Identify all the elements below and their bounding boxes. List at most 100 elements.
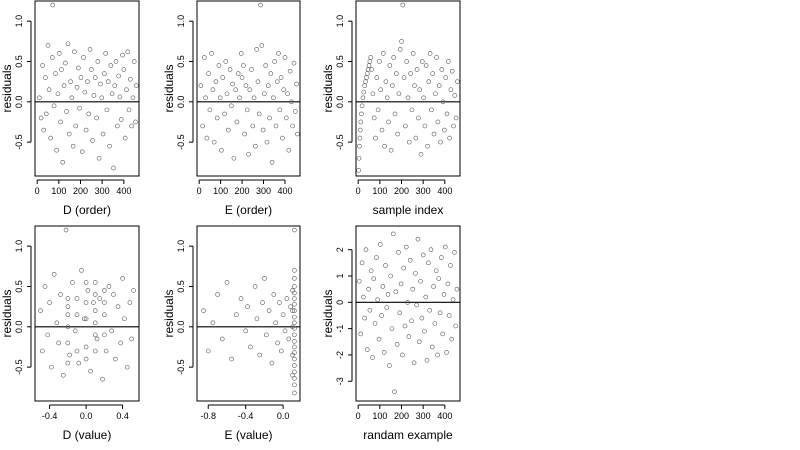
chart-1-point-57: [109, 91, 115, 97]
chart-6-point-36: [402, 323, 408, 329]
chart-4-point-19: [79, 268, 84, 273]
chart-2-point-47: [262, 91, 267, 97]
chart-6-point-43: [411, 360, 417, 366]
chart-6-point-35: [401, 265, 406, 271]
chart-6-y-tick-label-2: -2: [335, 351, 345, 359]
chart-5-point-46: [292, 356, 297, 362]
chart-1-point-68: [124, 87, 129, 93]
chart-5-point-22: [273, 320, 278, 326]
chart-2-point-8: [209, 51, 214, 56]
chart-3-point-67: [431, 131, 437, 137]
chart-2-point-70: [291, 60, 297, 66]
chart-5-point-30: [288, 304, 293, 309]
chart-2-point-62: [281, 87, 286, 93]
chart-6-point-4: [361, 294, 366, 300]
chart-1-point-10: [50, 55, 55, 60]
chart-1-point-58: [111, 165, 116, 171]
chart-5-point-40: [292, 320, 297, 326]
chart-3-point-35: [390, 83, 395, 88]
chart-2-point-65: [285, 91, 290, 97]
chart-3-point-25: [377, 59, 382, 64]
chart-6-point-38: [405, 300, 410, 305]
chart-2-point-71: [292, 109, 298, 114]
chart-3-point-66: [430, 71, 436, 76]
chart-3-point-12: [363, 79, 368, 84]
chart-2-point-51: [267, 115, 272, 121]
chart-1-point-41: [89, 67, 94, 72]
chart-4-y-tick-label-4: 1.0: [14, 240, 24, 253]
chart-1-x-tick-label-1: 0: [35, 186, 40, 196]
chart-1-point-73: [130, 95, 136, 101]
chart-6-point-31: [396, 250, 401, 255]
chart-2-point-10: [211, 139, 217, 145]
chart-2-plot-frame: [196, 0, 301, 177]
chart-1-point-18: [59, 67, 64, 72]
chart-6-point-29: [393, 289, 399, 295]
chart-2-point-15: [219, 147, 224, 153]
chart-2-point-36: [247, 87, 253, 93]
chart-3-point-40: [396, 91, 402, 97]
chart-4-point-46: [129, 336, 134, 342]
chart-3-point-59: [421, 95, 426, 101]
chart-1-point-44: [92, 75, 98, 80]
chart-6-point-5: [362, 315, 367, 321]
chart-5-point-37: [292, 301, 297, 307]
chart-5-point-4: [215, 292, 220, 297]
chart-5-point-55: [290, 308, 295, 313]
chart-3-point-72: [438, 139, 443, 145]
chart-3-point-74: [440, 99, 446, 105]
panel-sample-index: 0 100 200 300 400 -0.5 0.0 0.5 1.0 sample index re…: [321, 0, 461, 217]
chart-3-x-tick-label-1: 0: [356, 186, 361, 196]
chart-6-y-tick-label-1: -3: [335, 377, 345, 385]
chart-6-point-61: [435, 352, 440, 358]
chart-1-point-11: [50, 2, 56, 8]
chart-4-point-53: [83, 316, 89, 322]
chart-1-point-49: [99, 95, 105, 101]
chart-4-point-33: [100, 376, 105, 382]
chart-3-point-65: [429, 107, 434, 113]
chart-3-point-3: [357, 143, 362, 149]
chart-3-point-13: [364, 75, 369, 80]
chart-5-point-25: [278, 348, 284, 354]
chart-2-x-axis-title: E (order): [225, 203, 272, 217]
chart-6-point-22: [384, 305, 390, 310]
chart-6-point-13: [372, 321, 378, 326]
chart-5-point-10: [243, 328, 248, 334]
chart-3-point-17: [367, 59, 373, 64]
chart-3-point-37: [392, 111, 398, 117]
chart-4-point-10: [58, 292, 63, 297]
chart-6-point-7: [364, 347, 370, 352]
chart-4-point-15: [70, 280, 75, 285]
chart-3-point-30: [383, 79, 389, 84]
chart-6-point-24: [387, 363, 392, 368]
chart-1-point-20: [61, 83, 67, 88]
chart-4-point-2: [39, 348, 45, 354]
chart-3-point-82: [451, 123, 456, 129]
chart-6-point-52: [423, 294, 429, 300]
chart-1-point-15: [55, 91, 61, 97]
chart-2-y-axis-title: residuals: [162, 64, 176, 112]
chart-4-x-tick-label-2: 0.0: [80, 411, 93, 421]
chart-2-point-31: [241, 63, 246, 68]
chart-1-plot-frame: [34, 0, 140, 177]
chart-4-point-42: [120, 276, 125, 281]
chart-3-point-1: [356, 168, 361, 173]
chart-3-point-84: [453, 115, 459, 121]
chart-5-point-39: [292, 314, 297, 320]
chart-4-x-tick-label-1: -0.4: [42, 411, 58, 421]
panel-e-value: -0.8 -0.4 0.0 -0.5 0.0 0.5 1.0 E (value) residua…: [162, 225, 301, 442]
chart-2-point-28: [237, 95, 242, 101]
chart-2-point-27: [235, 71, 241, 76]
chart-3-point-71: [436, 83, 442, 88]
chart-1-point-48: [98, 81, 103, 87]
chart-5-point-54: [290, 352, 295, 358]
chart-4-x-tick-label-3: 0.4: [116, 411, 129, 421]
chart-1-point-40: [87, 47, 93, 52]
chart-2-point-33: [243, 83, 249, 88]
chart-3-point-49: [408, 71, 413, 76]
chart-1-point-5: [43, 75, 48, 80]
chart-1-point-1: [37, 95, 42, 101]
chart-1-point-66: [121, 67, 127, 72]
chart-4-point-29: [92, 348, 98, 354]
